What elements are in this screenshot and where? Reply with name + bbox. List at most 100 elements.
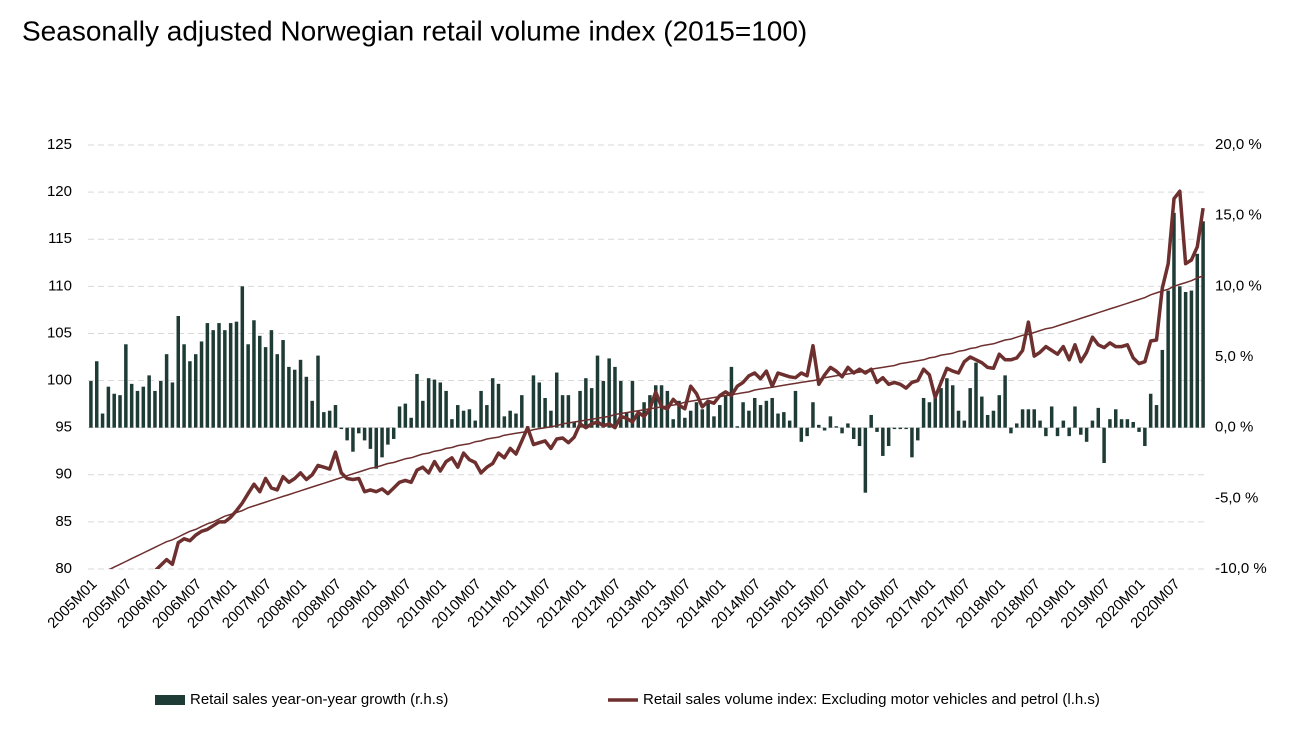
- bar: [397, 406, 402, 428]
- bar: [1154, 405, 1159, 428]
- bar: [997, 395, 1002, 428]
- bar: [450, 419, 454, 428]
- y2-tick-label: 5,0 %: [1215, 348, 1253, 365]
- bar: [1137, 427, 1141, 432]
- y2-tick-label: 15,0 %: [1215, 207, 1262, 224]
- bar: [700, 409, 705, 428]
- bar: [351, 427, 355, 452]
- bar: [857, 427, 862, 447]
- bar: [205, 323, 210, 428]
- bar: [176, 316, 181, 428]
- bar: [1183, 291, 1188, 428]
- bar: [234, 321, 239, 428]
- bar: [793, 390, 798, 428]
- bar: [193, 354, 198, 428]
- bar: [613, 366, 617, 428]
- bar: [875, 427, 879, 432]
- bar: [741, 402, 745, 428]
- bar: [578, 390, 582, 428]
- bar: [537, 382, 542, 428]
- bar: [164, 354, 169, 428]
- bar: [747, 410, 751, 428]
- bar: [275, 354, 279, 428]
- bar: [560, 395, 565, 428]
- bar: [892, 427, 897, 430]
- bar: [828, 416, 833, 428]
- bar: [1067, 427, 1071, 437]
- bar: [927, 402, 932, 428]
- bar: [374, 427, 378, 469]
- bar: [822, 427, 827, 431]
- bar: [269, 330, 274, 428]
- bar: [199, 341, 204, 428]
- bar: [426, 378, 431, 428]
- bar: [1172, 212, 1176, 428]
- bar: [677, 400, 681, 428]
- bar: [1195, 253, 1200, 428]
- bar: [933, 392, 937, 428]
- bar: [520, 395, 524, 428]
- bar: [1090, 420, 1095, 428]
- bar: [1189, 290, 1194, 428]
- bar: [706, 402, 710, 428]
- bar: [1113, 409, 1118, 428]
- bar: [89, 381, 93, 428]
- bar: [228, 323, 233, 428]
- bar: [467, 409, 472, 428]
- y2-tick-label: 10,0 %: [1215, 277, 1262, 294]
- bar: [1143, 427, 1147, 447]
- bar: [240, 286, 245, 428]
- bar: [1003, 375, 1007, 428]
- bar: [421, 400, 425, 428]
- bar: [630, 381, 635, 428]
- chart-title: Seasonally adjusted Norwegian retail vol…: [22, 15, 807, 46]
- bar: [1038, 420, 1042, 428]
- bar: [549, 410, 553, 428]
- bar: [846, 423, 850, 428]
- bar: [991, 410, 996, 428]
- bar: [252, 320, 256, 428]
- bar: [962, 420, 967, 428]
- bar: [485, 405, 489, 428]
- bar: [671, 419, 675, 428]
- bar: [141, 386, 146, 428]
- bar: [950, 385, 955, 428]
- bar: [1026, 409, 1031, 428]
- bar: [456, 405, 460, 428]
- bar: [258, 335, 262, 428]
- y-tick-label: 120: [47, 183, 72, 200]
- y2-tick-label: -5,0 %: [1215, 489, 1258, 506]
- y-tick-label: 100: [47, 372, 72, 389]
- bar: [956, 410, 961, 428]
- bar: [723, 395, 728, 428]
- bar: [461, 410, 466, 428]
- bar: [368, 427, 373, 449]
- bar: [438, 382, 443, 428]
- bar: [153, 390, 157, 428]
- bar: [863, 427, 868, 493]
- bar: [211, 330, 215, 428]
- y2-tick-label: -10,0 %: [1215, 560, 1267, 577]
- bar: [910, 427, 914, 458]
- bar: [688, 410, 693, 428]
- bar: [584, 378, 588, 428]
- bar: [129, 383, 134, 428]
- bar: [776, 413, 780, 428]
- bar: [304, 376, 309, 428]
- bar: [619, 381, 623, 428]
- bar: [322, 412, 326, 428]
- y2-tick-label: 0,0 %: [1215, 419, 1253, 436]
- bar: [974, 362, 978, 428]
- bar: [508, 410, 512, 428]
- bar: [916, 427, 920, 441]
- bar: [531, 375, 536, 428]
- bar: [554, 372, 559, 428]
- bar: [683, 417, 687, 428]
- bar: [886, 427, 891, 447]
- bar: [980, 396, 984, 428]
- bar: [945, 378, 949, 428]
- bar: [246, 344, 250, 428]
- bar: [514, 413, 518, 428]
- bar: [1125, 419, 1130, 428]
- y-tick-label: 125: [47, 136, 72, 153]
